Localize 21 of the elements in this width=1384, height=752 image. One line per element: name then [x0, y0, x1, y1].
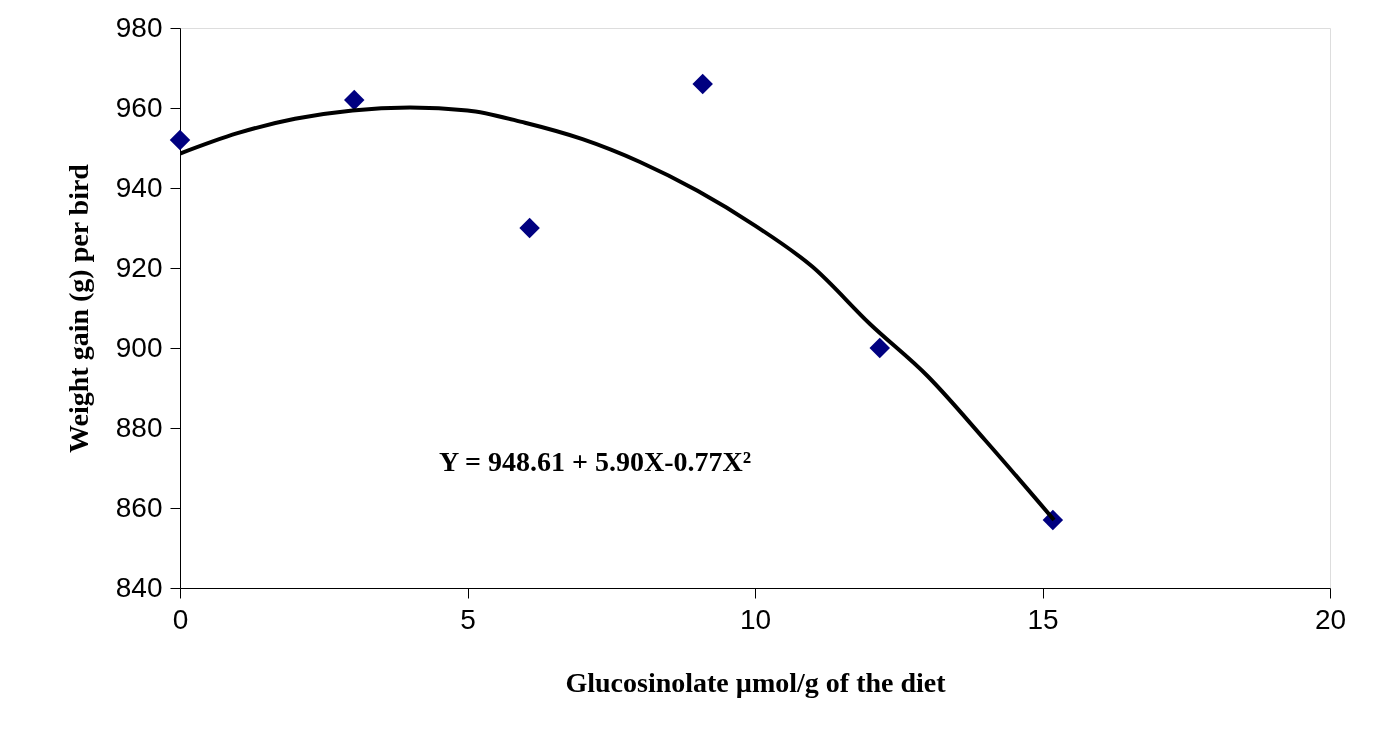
x-tick-label: 0 [172, 603, 189, 635]
point [692, 73, 713, 95]
x-tick-label: 5 [460, 603, 476, 635]
y-axis-title: Weight gain (g) per bird [62, 163, 94, 453]
y-tick-label: 980 [115, 11, 163, 43]
x-axis-title: Glucosinolate µmol/g of the diet [565, 666, 947, 698]
y-tick-label: 920 [115, 251, 163, 283]
x-tick-label: 15 [1027, 603, 1059, 635]
x-tick-label: 10 [739, 603, 772, 635]
annotation: Y = 948.61 + 5.90X-0.77X² [438, 446, 752, 477]
y-tick-label: 940 [115, 171, 163, 203]
y-tick-label: 960 [115, 91, 163, 123]
y-tick-label: 900 [115, 331, 163, 363]
point [519, 217, 540, 239]
point [343, 89, 365, 111]
point [869, 337, 891, 359]
y-tick-label: 860 [115, 491, 163, 523]
point [169, 129, 191, 151]
y-tick-label: 880 [115, 411, 163, 443]
x-tick-label: 20 [1314, 603, 1347, 635]
y-tick-label: 840 [115, 571, 163, 603]
